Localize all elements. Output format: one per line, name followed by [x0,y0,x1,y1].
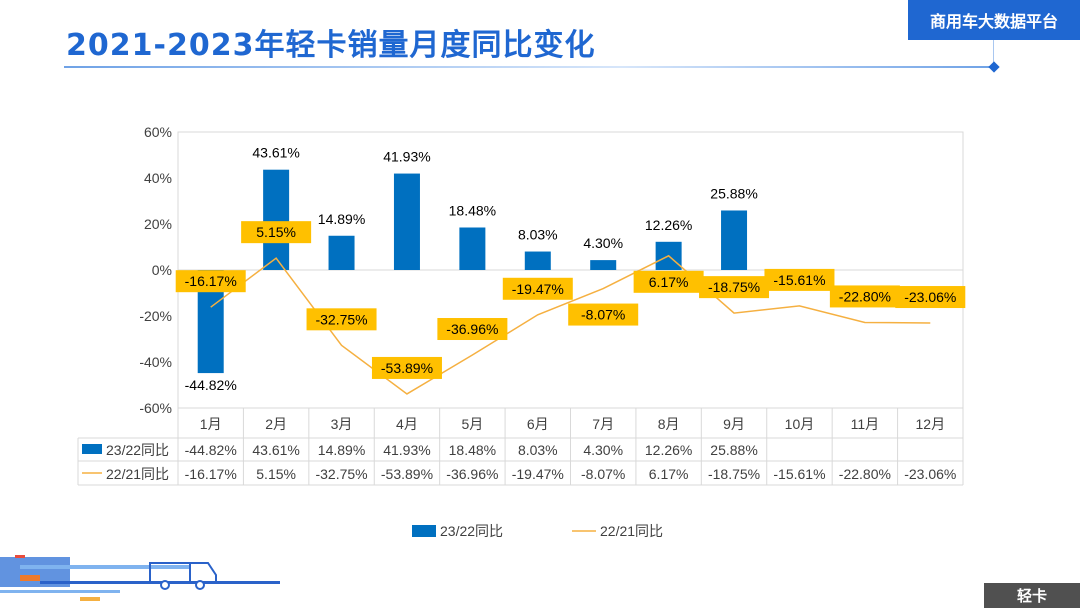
table-cell: -8.07% [581,466,625,482]
x-category-label: 8月 [658,416,680,432]
table-cell: 25.88% [710,442,757,458]
x-category-label: 3月 [331,416,353,432]
bar-data-label: 18.48% [449,202,496,218]
line-label-box [502,277,573,300]
x-category-label: 7月 [592,416,614,432]
x-category-label: 10月 [785,416,815,432]
x-category-label: 1月 [200,416,222,432]
x-category-label: 2月 [265,416,287,432]
table-series-label: 23/22同比 [106,442,169,458]
legend-key-bar [82,444,102,454]
brand-label: 商用车大数据平台 [908,0,1080,40]
bar-data-label: 12.26% [645,217,692,233]
line-label-box [699,276,770,299]
line-data-label: -8.07% [581,307,625,323]
bar-data-label: 8.03% [518,227,558,243]
x-category-label: 5月 [461,416,483,432]
table-series-label: 22/21同比 [106,466,169,482]
table-cell: -19.47% [512,466,564,482]
line-data-label: -32.75% [315,311,367,327]
x-category-label: 11月 [851,416,880,432]
connector-line [993,40,994,66]
line-label-box [829,285,900,308]
table-cell: -22.80% [839,466,891,482]
line-label-box [241,221,312,244]
table-cell: -53.89% [381,466,433,482]
table-cell: -44.82% [185,442,237,458]
table-cell: 18.48% [449,442,496,458]
bar-data-label: 4.30% [583,235,623,251]
table-cell: 5.15% [256,466,296,482]
bar-data-label: 25.88% [710,185,757,201]
category-badge: 轻卡 [984,583,1080,608]
line-data-label: 5.15% [256,224,296,240]
line-series [210,254,931,395]
line-data-label: -36.96% [446,321,498,337]
y-tick-label: 20% [144,216,172,232]
x-category-label: 4月 [396,416,418,432]
y-tick-label: 40% [144,170,172,186]
legend-swatch-bar [412,525,436,537]
bar-data-label: -44.82% [185,377,237,393]
x-category-label: 6月 [527,416,549,432]
line-data-label: -53.89% [381,360,433,376]
line-label-box [895,286,966,309]
bar [524,251,551,270]
table-cell: 43.61% [252,442,299,458]
line-label-box [633,270,704,293]
line-label-box [175,270,246,293]
line-data-label: -15.61% [773,272,825,288]
bar [393,173,420,270]
table-cell: 8.03% [518,442,558,458]
line-data-label: -16.17% [185,273,237,289]
bar-data-label: 43.61% [252,145,299,161]
table-cell: -18.75% [708,466,760,482]
y-tick-label: 60% [144,124,172,140]
title-divider [64,66,994,68]
table-cell: 14.89% [318,442,365,458]
line-label-box [371,356,442,379]
line-data-label: -22.80% [839,288,891,304]
line-data-label: -23.06% [904,289,956,305]
bar-data-label: 14.89% [318,211,365,227]
line-data-label: -19.47% [512,281,564,297]
truck-decoration [0,555,280,601]
y-tick-label: -40% [139,354,172,370]
bar [328,235,355,270]
y-tick-label: -20% [139,308,172,324]
line-label-box [306,308,377,331]
legend-label: 23/22同比 [440,523,503,539]
table-cell: -23.06% [904,466,956,482]
table-cell: -15.61% [773,466,825,482]
table-cell: -16.17% [185,466,237,482]
x-category-label: 9月 [723,416,745,432]
line-label-box [568,303,639,326]
table-cell: 41.93% [383,442,430,458]
table-cell: 6.17% [649,466,689,482]
page-title: 2021-2023年轻卡销量月度同比变化 [66,28,596,63]
table-cell: 12.26% [645,442,692,458]
line-data-label: -18.75% [708,279,760,295]
bar-data-label: 41.93% [383,149,430,165]
line-data-label: 6.17% [649,274,689,290]
table-cell: -36.96% [446,466,498,482]
legend-label: 22/21同比 [600,523,663,539]
y-tick-label: 0% [152,262,172,278]
line-label-box [764,268,835,291]
table-cell: -32.75% [315,466,367,482]
line-label-box [437,318,508,341]
table-cell: 4.30% [583,442,623,458]
y-tick-label: -60% [139,400,172,416]
bar [263,169,290,270]
bar [721,210,748,270]
x-category-label: 12月 [916,416,946,432]
bar [459,227,486,270]
bar [590,260,617,270]
